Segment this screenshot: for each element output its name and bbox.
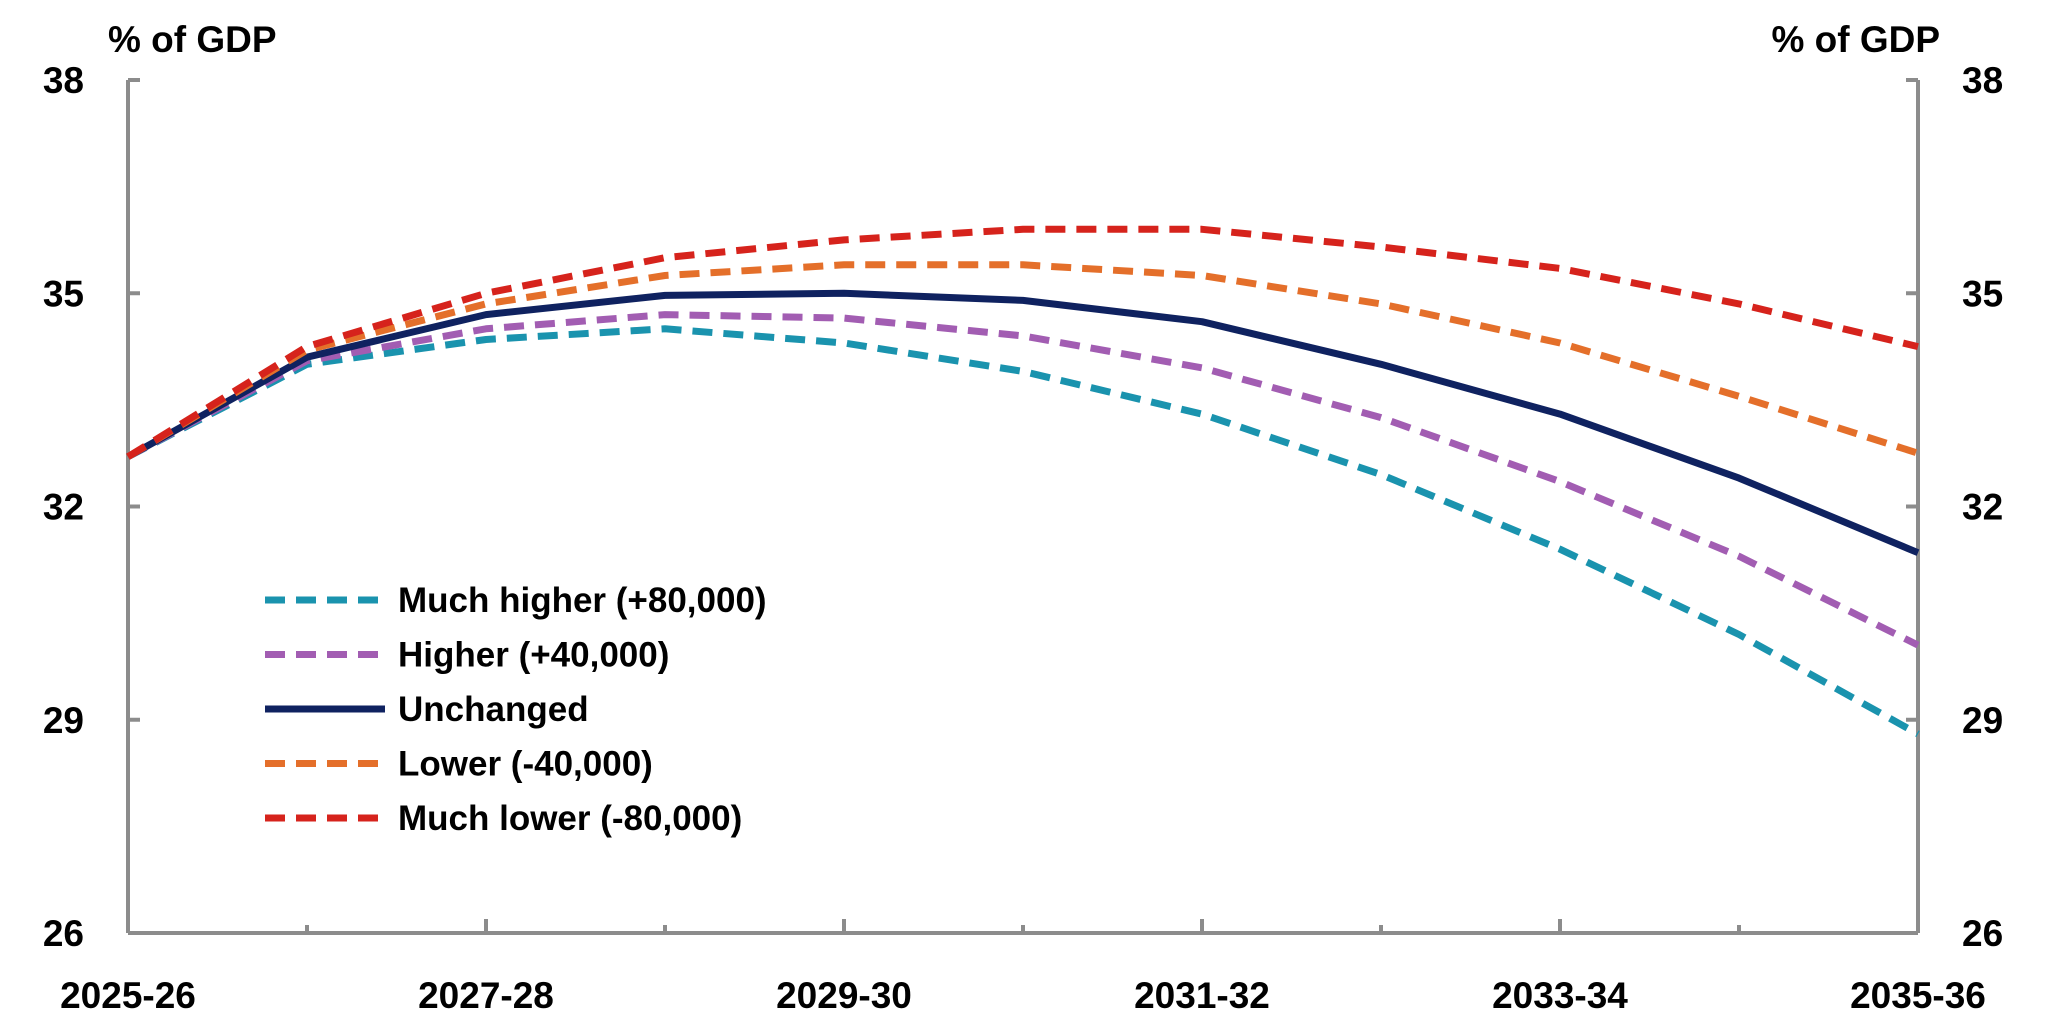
y-tick-label-left: 26 — [43, 913, 84, 954]
y-tick-label-right: 29 — [1962, 700, 2003, 741]
y-tick-label-left: 38 — [43, 60, 84, 101]
legend-label: Much lower (-80,000) — [398, 799, 742, 838]
x-tick-label: 2027-28 — [418, 975, 554, 1016]
legend-label: Unchanged — [398, 690, 589, 729]
x-tick-label: 2029-30 — [776, 975, 912, 1016]
series-line-3 — [126, 289, 1920, 556]
x-tick-label: 2025-26 — [60, 975, 196, 1016]
x-tick-label: 2031-32 — [1134, 975, 1270, 1016]
y-axis-left-ticks: 26 29 32 35 38 — [43, 60, 140, 954]
x-axis-ticks: 2025-26 2027-28 2029-30 2031-32 2033-34 2035-… — [60, 919, 1986, 1016]
y-axis-unit-left: % of GDP — [108, 19, 277, 60]
legend: Much higher (+80,000) Higher (+40,000) Unc… — [265, 581, 767, 838]
x-tick-label: 2033-34 — [1492, 975, 1628, 1016]
y-tick-label-right: 32 — [1962, 487, 2003, 528]
y-axis-unit-right: % of GDP — [1771, 19, 1940, 60]
y-tick-label-left: 35 — [43, 273, 84, 314]
y-tick-label-right: 38 — [1962, 60, 2003, 101]
y-tick-label-left: 32 — [43, 487, 84, 528]
series-line-2 — [126, 311, 1920, 649]
series-line-4 — [126, 261, 1920, 460]
legend-label: Much higher (+80,000) — [398, 581, 767, 620]
series-line-5 — [126, 225, 1919, 460]
legend-label: Higher (+40,000) — [398, 636, 669, 675]
series-line-1 — [126, 325, 1920, 738]
series-lines — [126, 225, 1920, 738]
y-tick-label-right: 35 — [1962, 273, 2003, 314]
axes — [126, 80, 1920, 935]
y-tick-label-left: 29 — [43, 700, 84, 741]
x-tick-label: 2035-36 — [1850, 975, 1986, 1016]
y-axis-right-ticks: 26 29 32 35 38 — [1906, 60, 2003, 954]
legend-label: Lower (-40,000) — [398, 745, 653, 784]
y-tick-label-right: 26 — [1962, 913, 2003, 954]
